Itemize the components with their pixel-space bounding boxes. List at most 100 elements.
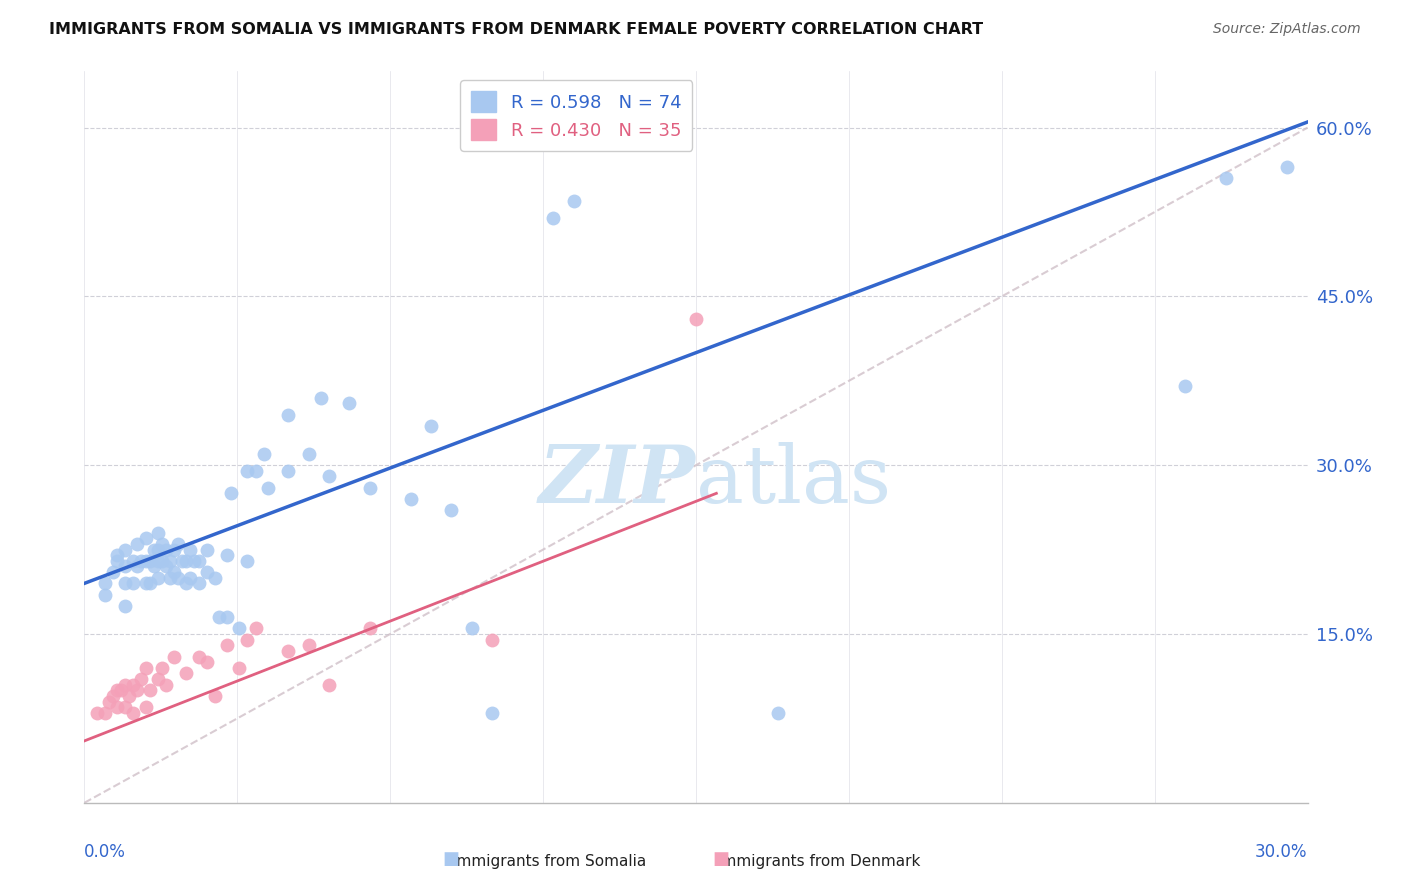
Point — [1215, 171, 1237, 186]
Text: 30.0%: 30.0% — [1256, 843, 1308, 861]
Point — [146, 542, 169, 557]
Point — [146, 672, 169, 686]
Point — [195, 542, 218, 557]
Point — [277, 644, 299, 658]
Point — [122, 554, 145, 568]
Point — [208, 610, 231, 624]
Point — [179, 571, 201, 585]
Point — [142, 559, 165, 574]
Point — [172, 554, 194, 568]
Point — [159, 571, 181, 585]
Point — [298, 638, 321, 652]
Point — [146, 525, 169, 540]
Point — [685, 312, 707, 326]
Point — [138, 683, 160, 698]
Text: atlas: atlas — [696, 442, 891, 520]
Point — [204, 689, 226, 703]
Point — [163, 649, 186, 664]
Point — [131, 554, 153, 568]
Point — [135, 576, 157, 591]
Point — [318, 469, 340, 483]
Point — [440, 503, 463, 517]
Point — [339, 396, 361, 410]
Point — [217, 610, 239, 624]
Point — [93, 576, 115, 591]
Point — [105, 554, 128, 568]
Point — [135, 661, 157, 675]
Point — [187, 554, 209, 568]
Point — [167, 537, 190, 551]
Point — [118, 689, 141, 703]
Point — [114, 542, 136, 557]
Point — [163, 542, 186, 557]
Point — [146, 571, 169, 585]
Point — [97, 694, 120, 708]
Point — [174, 576, 197, 591]
Point — [110, 683, 132, 698]
Point — [217, 548, 239, 562]
Point — [277, 408, 299, 422]
Point — [183, 554, 205, 568]
Point — [481, 632, 503, 647]
Point — [562, 194, 585, 208]
Point — [179, 542, 201, 557]
Point — [1277, 160, 1299, 174]
Point — [114, 700, 136, 714]
Point — [105, 548, 128, 562]
Point — [245, 621, 267, 635]
Point — [217, 638, 239, 652]
Point — [159, 554, 181, 568]
Point — [219, 486, 242, 500]
Point — [127, 537, 149, 551]
Text: Immigrants from Somalia: Immigrants from Somalia — [453, 854, 647, 869]
Point — [114, 559, 136, 574]
Point — [420, 418, 443, 433]
Point — [131, 672, 153, 686]
Point — [309, 391, 332, 405]
Text: ■: ■ — [443, 850, 460, 868]
Point — [135, 554, 157, 568]
Point — [481, 706, 503, 720]
Point — [122, 576, 145, 591]
Point — [187, 576, 209, 591]
Point — [150, 554, 173, 568]
Text: IMMIGRANTS FROM SOMALIA VS IMMIGRANTS FROM DENMARK FEMALE POVERTY CORRELATION CH: IMMIGRANTS FROM SOMALIA VS IMMIGRANTS FR… — [49, 22, 983, 37]
Point — [253, 447, 276, 461]
Point — [228, 621, 250, 635]
Point — [135, 532, 157, 546]
Point — [93, 588, 115, 602]
Point — [127, 559, 149, 574]
Point — [142, 542, 165, 557]
Point — [155, 542, 177, 557]
Point — [127, 683, 149, 698]
Point — [359, 481, 381, 495]
Point — [228, 661, 250, 675]
Point — [101, 565, 124, 579]
Point — [174, 554, 197, 568]
Point — [146, 554, 169, 568]
Point — [399, 491, 422, 506]
Point — [155, 559, 177, 574]
Point — [138, 554, 160, 568]
Point — [187, 649, 209, 664]
Point — [135, 700, 157, 714]
Point — [114, 576, 136, 591]
Point — [298, 447, 321, 461]
Point — [236, 464, 259, 478]
Point — [461, 621, 484, 635]
Point — [114, 678, 136, 692]
Point — [766, 706, 789, 720]
Point — [114, 599, 136, 613]
Point — [101, 689, 124, 703]
Point — [204, 571, 226, 585]
Point — [138, 576, 160, 591]
Text: Immigrants from Denmark: Immigrants from Denmark — [717, 854, 920, 869]
Point — [236, 554, 259, 568]
Point — [1174, 379, 1197, 393]
Point — [105, 700, 128, 714]
Text: 0.0%: 0.0% — [84, 843, 127, 861]
Text: ■: ■ — [711, 850, 728, 868]
Point — [245, 464, 267, 478]
Point — [318, 678, 340, 692]
Point — [174, 666, 197, 681]
